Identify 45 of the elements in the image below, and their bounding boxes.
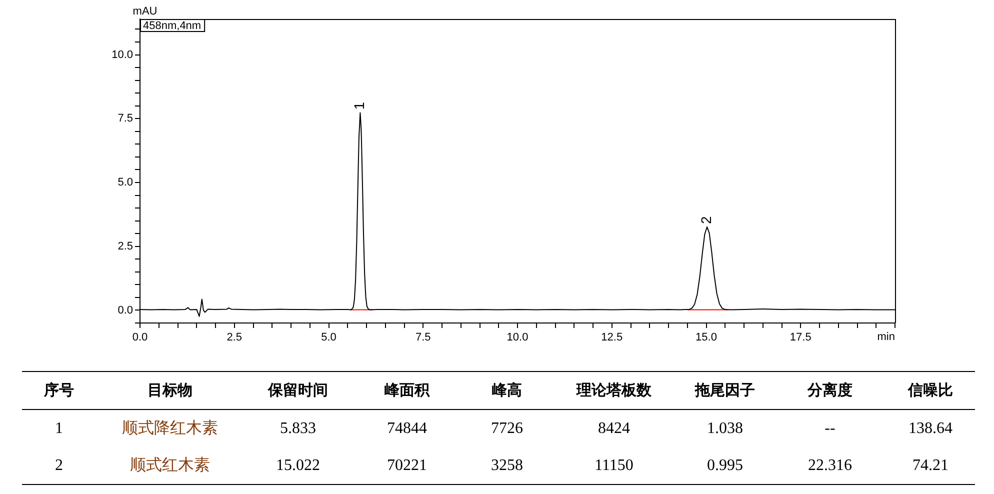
text: 8424 [597, 418, 631, 438]
x-tick-label: 12.5 [601, 332, 623, 344]
x-tick-label: 17.5 [790, 332, 812, 344]
x-tick-label: 10.0 [506, 332, 528, 344]
text: 74.21 [886, 447, 975, 484]
text: 顺式降红木素 [121, 418, 219, 439]
text: -- [824, 418, 836, 438]
text: 11150 [552, 447, 676, 484]
text: 1.038 [706, 418, 744, 438]
category-label: 拖尾因子 [676, 372, 774, 410]
x-tick-label: 0.0 [132, 332, 148, 344]
text: 3258 [462, 447, 552, 484]
x-axis-title: min [877, 331, 895, 344]
text: 15.022 [244, 447, 352, 484]
category-label: 序号 [22, 372, 96, 410]
y-axis-title: mAU [132, 6, 158, 18]
x-tick-label: 5.0 [321, 332, 336, 344]
y-tick-label: 2.5 [118, 240, 133, 252]
x-tick-label: 15.0 [696, 332, 717, 344]
text: 2 [22, 447, 96, 484]
text: 74844 [386, 418, 428, 438]
category-label: 分离度 [774, 372, 886, 410]
annotation: 1 [351, 102, 368, 110]
category-label: 理论塔板数 [552, 372, 676, 410]
x-tick-label: 7.5 [415, 332, 431, 344]
annotation: 458nm,4nm [143, 20, 202, 32]
x-tick-label: 2.5 [226, 332, 242, 344]
category-label: 峰面积 [352, 372, 462, 410]
category-label: 峰高 [462, 372, 552, 410]
text: 1 [54, 418, 64, 438]
y-tick-label: 10.0 [112, 48, 133, 61]
annotation: 2 [698, 216, 714, 224]
category-label: 保留时间 [244, 372, 352, 410]
y-tick-label: 5.0 [118, 176, 133, 189]
text: 顺式红木素 [96, 447, 244, 484]
text: 7726 [490, 418, 524, 438]
category-label: 信噪比 [886, 372, 975, 410]
y-tick-label: 0.0 [118, 304, 133, 316]
text: 0.995 [676, 447, 774, 484]
text: 138.64 [908, 418, 954, 438]
text: 5.833 [279, 418, 317, 438]
category-label: 目标物 [96, 372, 244, 410]
y-tick-label: 7.5 [118, 112, 133, 125]
text: 70221 [352, 447, 462, 484]
text: 22.316 [774, 447, 886, 484]
